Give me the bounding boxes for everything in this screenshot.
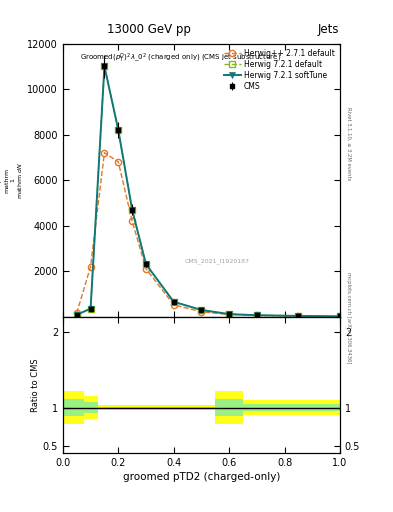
- Y-axis label: Ratio to CMS: Ratio to CMS: [31, 358, 40, 412]
- Herwig 7.2.1 softTune: [296, 313, 301, 319]
- Herwig 7.2.1 softTune: [227, 311, 231, 317]
- Herwig 7.2.1 default: [88, 306, 93, 312]
- Herwig 7.2.1 default: [74, 312, 79, 318]
- Herwig++ 2.7.1 default: [74, 310, 79, 316]
- Herwig++ 2.7.1 default: [116, 159, 121, 165]
- Herwig 7.2.1 default: [255, 312, 259, 318]
- Herwig 7.2.1 default: [102, 63, 107, 69]
- Herwig 7.2.1 softTune: [74, 312, 79, 318]
- Herwig 7.2.1 softTune: [144, 261, 149, 267]
- Herwig++ 2.7.1 default: [227, 311, 231, 317]
- Text: mcplots.cern.ch [arXiv:1306.3436]: mcplots.cern.ch [arXiv:1306.3436]: [346, 272, 351, 363]
- Herwig 7.2.1 default: [116, 127, 121, 133]
- Herwig 7.2.1 softTune: [171, 298, 176, 305]
- Herwig++ 2.7.1 default: [88, 264, 93, 270]
- Text: CMS_2021_I1920187: CMS_2021_I1920187: [185, 258, 250, 264]
- Legend: Herwig++ 2.7.1 default, Herwig 7.2.1 default, Herwig 7.2.1 softTune, CMS: Herwig++ 2.7.1 default, Herwig 7.2.1 def…: [221, 46, 338, 94]
- Herwig 7.2.1 default: [171, 298, 176, 305]
- Herwig++ 2.7.1 default: [199, 309, 204, 315]
- Text: Jets: Jets: [318, 23, 340, 36]
- Herwig 7.2.1 softTune: [116, 127, 121, 133]
- Line: Herwig 7.2.1 default: Herwig 7.2.1 default: [73, 63, 343, 319]
- Herwig++ 2.7.1 default: [102, 150, 107, 156]
- Line: Herwig 7.2.1 softTune: Herwig 7.2.1 softTune: [73, 63, 343, 319]
- Herwig 7.2.1 softTune: [199, 307, 204, 313]
- Line: Herwig++ 2.7.1 default: Herwig++ 2.7.1 default: [73, 150, 343, 319]
- Herwig 7.2.1 softTune: [88, 306, 93, 312]
- Herwig++ 2.7.1 default: [296, 313, 301, 319]
- Herwig 7.2.1 default: [199, 307, 204, 313]
- Herwig 7.2.1 softTune: [102, 63, 107, 69]
- Herwig++ 2.7.1 default: [338, 313, 342, 319]
- Herwig 7.2.1 default: [296, 313, 301, 319]
- X-axis label: groomed pTD2 (charged-only): groomed pTD2 (charged-only): [123, 472, 280, 482]
- Herwig 7.2.1 default: [144, 261, 149, 267]
- Herwig 7.2.1 softTune: [130, 206, 134, 212]
- Herwig++ 2.7.1 default: [255, 312, 259, 318]
- Herwig 7.2.1 default: [338, 313, 342, 319]
- Text: Rivet 3.1.10, ≥ 3.2M events: Rivet 3.1.10, ≥ 3.2M events: [346, 106, 351, 180]
- Y-axis label: mathrm $d^{2}N$
mathrm $d$
mathrm $d\,\lambda$
1
mathrm $N$
mathrm $d$
mathrm
$p: mathrm $d^{2}N$ mathrm $d$ mathrm $d\,\l…: [0, 160, 24, 200]
- Text: Groomed$(p_T^D)^2\lambda\_0^2$ (charged only) (CMS jet substructure): Groomed$(p_T^D)^2\lambda\_0^2$ (charged …: [79, 52, 281, 65]
- Herwig++ 2.7.1 default: [130, 218, 134, 224]
- Herwig 7.2.1 default: [130, 206, 134, 212]
- Herwig 7.2.1 default: [227, 311, 231, 317]
- Herwig++ 2.7.1 default: [171, 302, 176, 308]
- Herwig 7.2.1 softTune: [338, 313, 342, 319]
- Herwig 7.2.1 softTune: [255, 312, 259, 318]
- Herwig++ 2.7.1 default: [144, 266, 149, 272]
- Text: 13000 GeV pp: 13000 GeV pp: [107, 23, 191, 36]
